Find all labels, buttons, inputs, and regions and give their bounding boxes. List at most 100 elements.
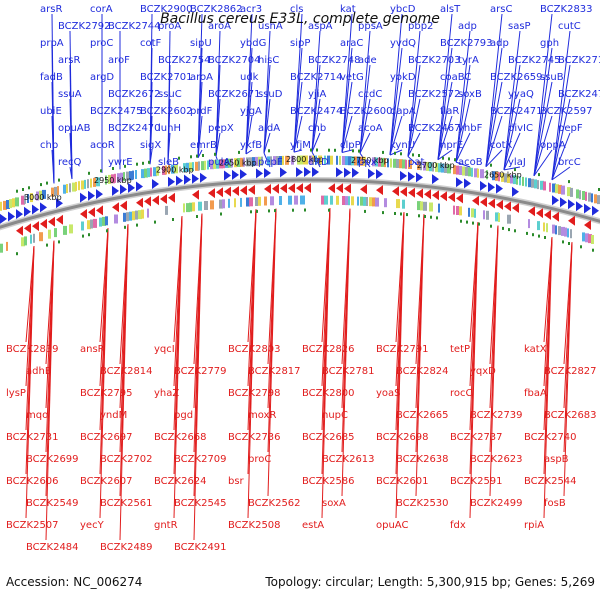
forward-cog-block (150, 167, 152, 177)
forward-gene-leader (311, 98, 321, 153)
forward-gene-label: BCZK2703 (408, 55, 461, 66)
rna-feature-mark (460, 219, 462, 223)
forward-gene-leader (407, 132, 421, 157)
forward-gene-leader (503, 98, 521, 171)
reverse-gene-arrow (272, 183, 279, 194)
reverse-cog-block (198, 201, 202, 211)
forward-gene-label: ylaJ (508, 157, 526, 168)
reverse-gene-arrow (488, 198, 495, 209)
forward-gene-leader (503, 30, 521, 170)
forward-gene-label: ssuA (58, 89, 82, 100)
rna-feature-mark (106, 229, 108, 233)
reverse-gene-label: BCZK2817 (248, 366, 301, 377)
forward-cog-block (243, 157, 245, 167)
reverse-gene-label: BCZK2623 (470, 454, 523, 465)
forward-gene-arrow (280, 167, 287, 178)
reverse-cog-block (486, 210, 489, 220)
forward-cog-block (213, 159, 216, 169)
reverse-gene-leader (247, 209, 257, 519)
reverse-cog-block (192, 202, 195, 212)
forward-cog-block (597, 195, 600, 205)
forward-gene-arrow (88, 190, 95, 201)
forward-gene-arrow (24, 206, 31, 217)
forward-gene-leader (503, 166, 521, 171)
forward-cog-block (381, 157, 385, 167)
forward-gene-label: ybcD (390, 4, 416, 15)
forward-gene-leader (389, 47, 403, 156)
forward-gene-leader (245, 81, 253, 154)
forward-gene-label: chb (40, 140, 58, 151)
reverse-cog-block (366, 197, 368, 206)
forward-gene-label: clpP (340, 140, 361, 151)
forward-cog-block (192, 162, 194, 172)
forward-gene-arrow (0, 213, 7, 224)
forward-gene-label: pat (408, 157, 424, 168)
forward-gene-leader (533, 81, 553, 176)
reverse-gene-arrow (160, 194, 167, 204)
reverse-gene-arrow (400, 186, 407, 197)
rna-feature-mark (418, 154, 420, 157)
rna-feature-mark (334, 148, 336, 152)
reverse-gene-arrow (232, 186, 239, 196)
forward-gene-leader (455, 30, 471, 163)
reverse-gene-arrow (248, 184, 255, 195)
rna-feature-mark (16, 189, 18, 193)
reverse-gene-label: BCZK2739 (470, 410, 523, 421)
rna-feature-mark (100, 169, 102, 173)
reverse-cog-block (402, 199, 405, 209)
reverse-gene-arrow (48, 216, 55, 227)
forward-cog-block (549, 182, 551, 192)
reverse-gene-label: proC (248, 454, 271, 465)
forward-gene-leader (407, 64, 421, 157)
forward-gene-label: BCZK2477 (558, 89, 600, 100)
forward-gene-leader (341, 81, 353, 153)
forward-cog-block (147, 168, 150, 178)
forward-cog-block (300, 155, 304, 165)
reverse-gene-label: BCZK2601 (376, 476, 429, 487)
forward-gene-label: sipU (190, 38, 212, 49)
forward-gene-leader (407, 30, 421, 157)
forward-gene-leader (341, 115, 353, 153)
forward-gene-label: aspA (308, 21, 333, 32)
rna-feature-mark (136, 223, 138, 227)
forward-gene-label: gph (540, 38, 559, 49)
reverse-gene-arrow (216, 187, 223, 198)
reverse-gene-label: BCZK2697 (80, 432, 133, 443)
rna-feature-mark (448, 157, 450, 161)
reverse-cog-block (228, 198, 230, 208)
reverse-cog-block (6, 241, 8, 251)
forward-gene-leader (359, 98, 371, 154)
forward-gene-leader (69, 166, 73, 180)
forward-cog-block (375, 157, 379, 167)
rna-feature-mark (454, 158, 456, 162)
forward-cog-block (66, 184, 68, 193)
forward-gene-arrow (168, 176, 175, 187)
forward-gene-label: acoB (458, 157, 483, 168)
reverse-cog-block (183, 203, 185, 213)
reverse-gene-arrow (496, 199, 503, 210)
forward-gene-label: adp (458, 21, 477, 32)
rna-feature-mark (526, 231, 528, 235)
forward-gene-arrow (592, 205, 599, 216)
reverse-gene-leader (489, 225, 499, 497)
forward-cog-block (126, 171, 130, 181)
forward-gene-leader (311, 64, 321, 153)
forward-gene-label: aroA (190, 72, 213, 83)
forward-cog-block (504, 173, 507, 183)
forward-gene-leader (293, 149, 303, 153)
rna-feature-mark (214, 152, 216, 156)
forward-cog-block (561, 185, 565, 195)
forward-cog-block (78, 181, 80, 191)
reverse-cog-block (528, 219, 530, 229)
rna-feature-mark (580, 245, 582, 249)
forward-cog-block (327, 155, 330, 165)
forward-cog-block (135, 170, 137, 179)
reverse-gene-arrow (568, 215, 575, 226)
forward-gene-label: BCZK2748 (308, 55, 361, 66)
forward-gene-label: BCZK2717 (558, 55, 600, 66)
forward-gene-label: BCZK2704 (208, 55, 261, 66)
forward-gene-label: chb (308, 123, 326, 134)
forward-cog-block (87, 179, 89, 189)
forward-gene-label: cls (290, 4, 304, 15)
